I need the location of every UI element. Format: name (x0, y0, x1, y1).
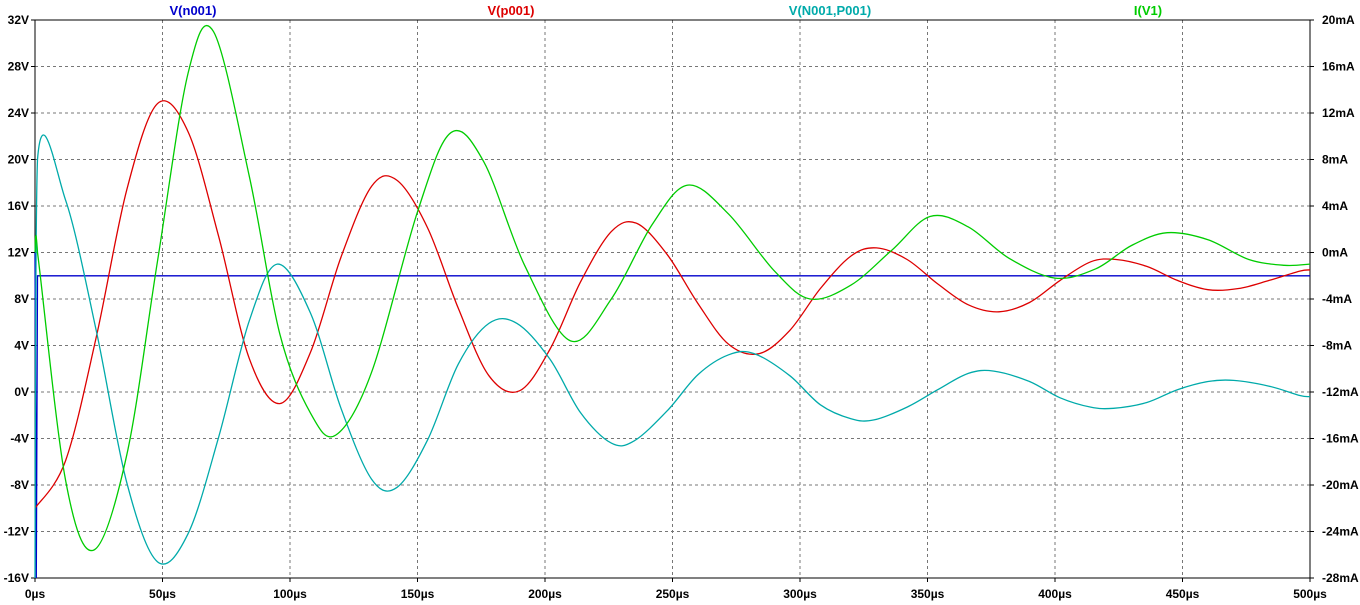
x-tick-label: 100µs (273, 587, 307, 601)
x-tick-label: 350µs (911, 587, 945, 601)
right-tick-label: -16mA (1322, 432, 1359, 446)
left-tick-label: 12V (8, 246, 29, 260)
legend-v-n001[interactable]: V(n001) (170, 3, 217, 18)
left-tick-label: 28V (8, 60, 29, 74)
left-tick-label: 8V (14, 292, 29, 306)
left-tick-label: 0V (14, 385, 29, 399)
right-tick-label: -12mA (1322, 385, 1359, 399)
trace-i-v1 (34, 24, 1311, 552)
plot-traces (34, 24, 1311, 579)
left-tick-label: 32V (8, 13, 29, 27)
x-axis-ticks: 0µs 50µs 100µs 150µs 200µs 250µs 300µs 350µs 400… (25, 578, 1327, 601)
left-tick-label: 20V (8, 153, 29, 167)
x-tick-label: 200µs (528, 587, 562, 601)
right-tick-label: 16mA (1322, 60, 1355, 74)
right-tick-label: -4mA (1322, 292, 1352, 306)
right-tick-label: 0mA (1322, 246, 1348, 260)
trace-v-p001 (34, 100, 1311, 509)
right-tick-label: -28mA (1322, 571, 1359, 585)
left-tick-label: 24V (8, 106, 29, 120)
left-tick-label: -4V (10, 432, 29, 446)
plot-grid (35, 20, 1310, 578)
left-tick-label: 16V (8, 199, 29, 213)
x-tick-label: 500µs (1293, 587, 1327, 601)
left-tick-label: 4V (14, 339, 29, 353)
x-tick-label: 0µs (25, 587, 46, 601)
right-tick-label: 4mA (1322, 199, 1348, 213)
x-tick-label: 250µs (656, 587, 690, 601)
trace-v-n001-p001 (34, 134, 1311, 579)
right-tick-label: -24mA (1322, 525, 1359, 539)
left-axis-ticks: -16V -12V -8V -4V 0V 4V 8V 12V 16V 20V 24V 28V 32V (4, 13, 35, 585)
x-tick-label: 300µs (783, 587, 817, 601)
left-tick-label: -16V (4, 571, 29, 585)
legend-v-n001-p001[interactable]: V(N001,P001) (789, 3, 871, 18)
right-tick-label: 8mA (1322, 153, 1348, 167)
right-tick-label: -8mA (1322, 339, 1352, 353)
x-tick-label: 400µs (1038, 587, 1072, 601)
x-tick-label: 150µs (401, 587, 435, 601)
x-tick-label: 450µs (1166, 587, 1200, 601)
right-tick-label: 12mA (1322, 106, 1355, 120)
trace-legend: V(n001) V(p001) V(N001,P001) I(V1) (170, 3, 1163, 18)
right-tick-label: -20mA (1322, 478, 1359, 492)
left-tick-label: -8V (10, 478, 29, 492)
legend-i-v1[interactable]: I(V1) (1134, 3, 1162, 18)
legend-v-p001[interactable]: V(p001) (488, 3, 535, 18)
left-tick-label: -12V (4, 525, 29, 539)
right-tick-label: 20mA (1322, 13, 1355, 27)
x-tick-label: 50µs (149, 587, 176, 601)
trace-v-n001 (34, 252, 1310, 579)
right-axis-ticks: -28mA -24mA -20mA -16mA -12mA -8mA -4mA 0mA 4mA 8… (1310, 13, 1359, 585)
